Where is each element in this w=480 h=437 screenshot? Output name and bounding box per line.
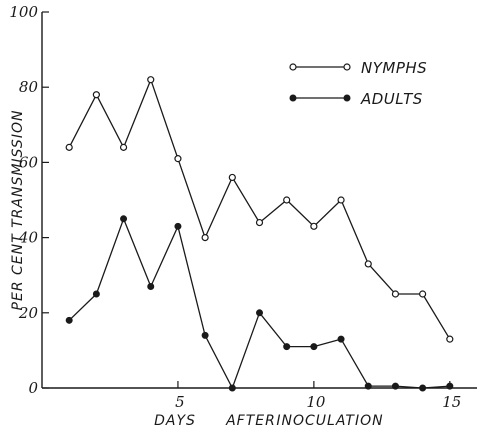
series-line	[68, 216, 450, 390]
legend-marker-right	[343, 94, 351, 102]
y-tick-label: 0	[28, 379, 38, 397]
series-nymphs	[65, 76, 454, 343]
data-point	[92, 91, 100, 99]
axis-ticks: 0 20 40 60 80 100 5 10 15	[9, 3, 461, 411]
x-axis-label-word: INOCULATION	[276, 413, 383, 429]
data-point	[391, 290, 400, 298]
x-tick-label: 10	[306, 393, 326, 411]
data-point	[228, 384, 236, 392]
legend-label: NYMPHS	[361, 59, 427, 77]
x-axis-label-word: DAYS	[154, 413, 196, 429]
series-adults	[65, 215, 454, 392]
data-point	[147, 76, 155, 84]
series-layer	[65, 76, 454, 392]
data-point	[65, 143, 73, 151]
y-axis-label: PER CENT TRANSMISSION	[10, 110, 26, 311]
data-point	[283, 343, 291, 351]
x-axis-label-word: AFTER	[225, 413, 276, 429]
data-point	[310, 343, 318, 351]
data-point	[364, 382, 372, 390]
data-point	[92, 290, 100, 298]
data-point	[446, 382, 454, 390]
y-tick-label: 40	[18, 229, 39, 247]
x-tick-label: 15	[442, 393, 461, 411]
data-point	[174, 222, 182, 230]
legend-entry: ADULTS	[289, 90, 423, 108]
y-tick-label: 100	[9, 3, 38, 21]
data-point	[419, 384, 427, 392]
data-point	[419, 290, 427, 298]
y-tick-label: 80	[19, 78, 39, 96]
y-tick-label: 20	[18, 304, 39, 322]
axes	[41, 12, 477, 389]
legend: NYMPHS ADULTS	[289, 59, 427, 108]
axis-labels: PER CENT TRANSMISSION DAYS AFTER INOCULATIO…	[10, 110, 383, 429]
x-tick-label: 5	[175, 393, 185, 411]
legend-label: ADULTS	[360, 90, 423, 108]
legend-marker-right	[343, 63, 351, 71]
data-point	[364, 260, 372, 268]
y-tick-label: 60	[19, 153, 39, 171]
data-point	[65, 316, 73, 324]
data-point	[283, 196, 291, 204]
data-point	[255, 218, 264, 227]
data-point	[337, 196, 345, 204]
data-point	[391, 382, 399, 390]
data-point	[147, 282, 155, 290]
data-point	[256, 309, 263, 317]
data-point	[446, 335, 454, 343]
data-point	[201, 331, 209, 339]
data-point	[201, 234, 209, 242]
series-line	[68, 77, 451, 340]
legend-entry: NYMPHS	[289, 59, 427, 77]
data-point	[228, 173, 236, 182]
data-point	[120, 215, 128, 223]
data-point	[119, 143, 128, 151]
data-point	[337, 335, 345, 343]
legend-marker-left	[289, 94, 297, 102]
legend-marker-left	[289, 63, 297, 71]
data-point	[310, 222, 318, 230]
data-point	[174, 155, 182, 163]
